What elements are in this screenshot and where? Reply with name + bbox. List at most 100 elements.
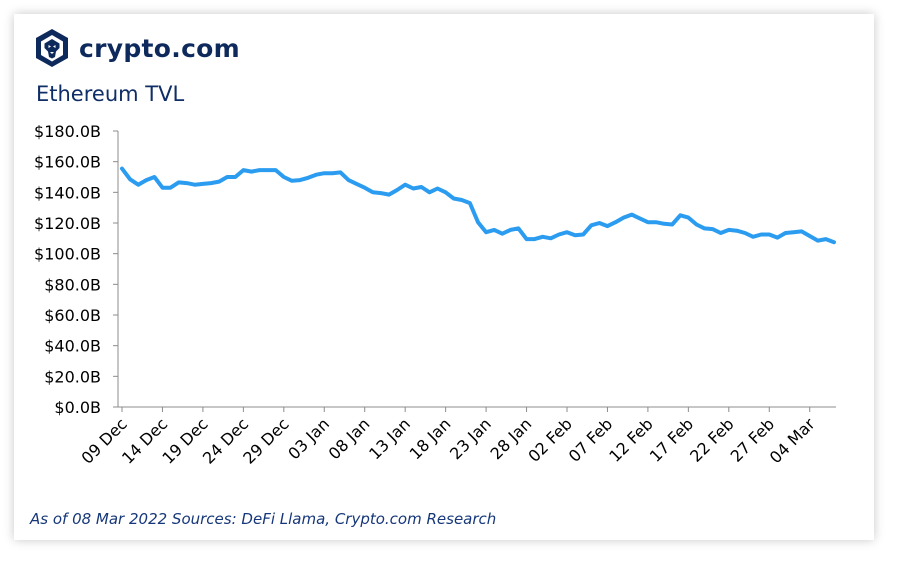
data-point (565, 230, 569, 234)
y-tick-label: $180.0B (34, 122, 101, 141)
data-point (266, 168, 270, 172)
data-point (824, 237, 828, 241)
data-point (169, 186, 172, 190)
data-point (290, 179, 294, 183)
data-point (792, 230, 795, 234)
data-point (597, 221, 601, 225)
crypto-com-lion-shield-icon (36, 29, 68, 67)
data-point (500, 232, 504, 236)
data-point (460, 198, 464, 202)
data-point (606, 224, 609, 228)
data-point (800, 229, 804, 233)
data-point (436, 187, 439, 190)
data-point (363, 186, 367, 190)
data-point (339, 170, 342, 174)
x-tick-label: 02 Feb (524, 414, 575, 465)
data-point (250, 170, 253, 174)
data-point (832, 240, 836, 244)
y-tick-label: $80.0B (44, 275, 101, 294)
data-point (808, 234, 812, 238)
data-point (476, 220, 480, 224)
data-point (371, 190, 375, 194)
data-point (152, 175, 156, 179)
data-point (306, 176, 310, 180)
data-point (120, 167, 124, 171)
x-tick-label: 04 Mar (766, 414, 819, 467)
y-tick-label: $40.0B (44, 337, 101, 356)
data-point (686, 216, 690, 220)
y-tick-label: $160.0B (34, 153, 101, 172)
data-point (233, 175, 237, 179)
brand: crypto.com (34, 28, 240, 68)
x-tick-label: 03 Jan (284, 414, 333, 463)
data-point (784, 231, 787, 235)
x-tick-label: 08 Jan (325, 414, 374, 463)
data-point (695, 223, 698, 226)
data-point (185, 181, 189, 185)
data-point (452, 197, 456, 200)
data-point (128, 177, 132, 181)
data-point (274, 168, 278, 172)
data-point (492, 228, 496, 232)
series-layer (120, 166, 836, 245)
data-point (403, 183, 407, 187)
data-point (654, 220, 658, 224)
x-tick-label: 29 Dec (239, 414, 292, 467)
y-tick-label: $20.0B (44, 367, 101, 386)
data-point (201, 182, 205, 186)
x-tick-label: 22 Feb (686, 414, 737, 465)
data-point (525, 237, 528, 241)
data-point (161, 186, 164, 190)
data-point (816, 239, 820, 243)
data-point (622, 216, 626, 220)
x-tick-label: 07 Feb (565, 414, 616, 465)
y-tick-label: $120.0B (34, 214, 101, 233)
data-point (419, 185, 423, 189)
data-point (630, 213, 634, 217)
data-point (225, 175, 229, 179)
y-tick-label: $140.0B (34, 183, 101, 202)
data-point (322, 171, 326, 175)
data-point (759, 233, 763, 236)
data-point (549, 236, 553, 240)
data-point (767, 233, 771, 236)
data-point (589, 223, 593, 227)
x-tick-label: 23 Jan (446, 414, 495, 463)
y-tick-label: $60.0B (44, 306, 101, 325)
data-point (751, 235, 755, 239)
data-point (298, 178, 302, 182)
data-point (177, 180, 181, 184)
data-point (517, 226, 520, 230)
data-point (347, 178, 350, 182)
data-point (193, 183, 197, 187)
data-point (282, 175, 286, 179)
y-axis: $0.0B $20.0B $40.0B $60.0B $80.0B $100.0B $120… (34, 122, 119, 417)
data-point (719, 231, 723, 235)
data-point (670, 223, 674, 226)
y-tick-label: $0.0B (54, 398, 101, 417)
data-point (484, 230, 488, 234)
y-tick-label: $100.0B (34, 245, 101, 264)
data-point (581, 233, 585, 236)
data-point (727, 228, 731, 232)
data-point (314, 173, 318, 177)
data-point (468, 201, 472, 205)
data-point (444, 190, 448, 194)
data-point (638, 216, 642, 220)
chart-title: Ethereum TVL (36, 82, 185, 106)
data-point (735, 229, 739, 233)
source-note: As of 08 Mar 2022 Sources: DeFi Llama, C… (30, 510, 497, 528)
data-point (330, 171, 334, 175)
data-point (379, 191, 383, 195)
data-point (428, 190, 431, 194)
data-point (136, 183, 140, 187)
data-point (258, 168, 261, 172)
data-point (703, 226, 706, 230)
x-tick-label: 13 Jan (365, 414, 414, 463)
data-point (614, 220, 617, 224)
data-point (711, 227, 715, 231)
data-point (209, 181, 213, 185)
data-point (533, 237, 537, 241)
